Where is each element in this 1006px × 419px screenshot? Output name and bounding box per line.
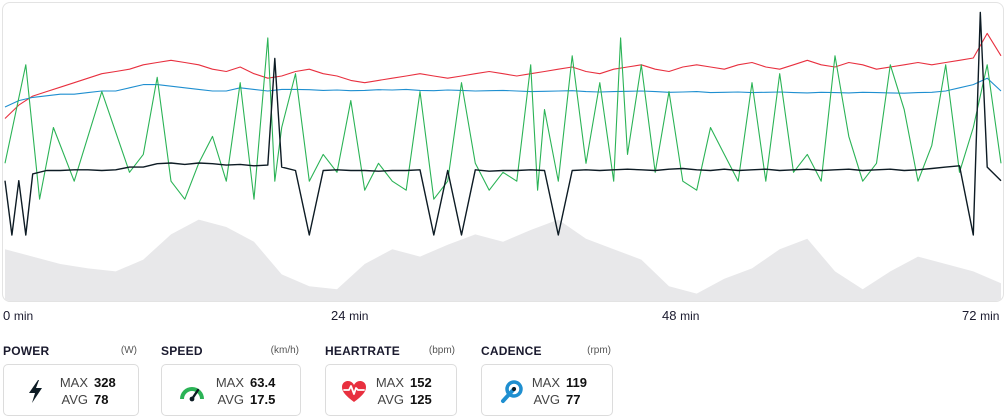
stat-power-max-value: 328 (94, 375, 116, 390)
stats-row: POWER (W) MAX 328 AVG 78 SPEED (km/h) (0, 342, 1006, 419)
stat-cadence-avg-label: AVG (533, 392, 561, 407)
stat-speed-avg-value: 17.5 (250, 392, 276, 407)
x-tick-72-value: 72 (962, 308, 977, 323)
series-elevation-area (5, 219, 1001, 301)
x-tick-48: 48 min (662, 308, 699, 323)
x-tick-0: 0 min (3, 308, 33, 323)
x-tick-24-value: 24 (331, 308, 346, 323)
x-tick-48-unit: min (680, 309, 700, 323)
series-speed-line (4, 77, 1002, 108)
activity-chart[interactable] (2, 2, 1004, 302)
stat-cadence-avg-value: 77 (566, 392, 581, 407)
x-tick-0-value: 0 (3, 308, 11, 323)
stat-heartrate-avg-value: 125 (410, 392, 432, 407)
stat-power-card[interactable]: MAX 328 AVG 78 (3, 364, 139, 416)
stat-cadence-max: MAX 119 (528, 375, 587, 390)
stat-speed-max-label: MAX (215, 375, 244, 390)
stat-power-avg: AVG 78 (56, 392, 109, 407)
stat-power-avg-label: AVG (61, 392, 89, 407)
stat-heartrate-label: HEARTRATE (325, 344, 400, 358)
stat-power-unit: (W) (120, 345, 137, 356)
stat-heartrate-avg: AVG 125 (372, 392, 432, 407)
stat-speed-label: SPEED (161, 344, 203, 358)
stat-speed-unit: (km/h) (270, 345, 299, 356)
speedometer-icon (180, 387, 204, 402)
stat-speed-avg-label: AVG (217, 392, 245, 407)
stat-cadence-label: CADENCE (481, 344, 542, 358)
stat-heartrate-unit: (bpm) (428, 345, 455, 356)
stat-speed-max: MAX 63.4 (212, 375, 275, 390)
stat-heartrate-max-value: 152 (410, 375, 432, 390)
heart-pulse-icon (342, 381, 366, 402)
x-tick-24-unit: min (349, 309, 369, 323)
x-tick-48-value: 48 (662, 308, 677, 323)
stat-power-avg-value: 78 (94, 392, 109, 407)
lightning-icon (29, 380, 42, 403)
stat-cadence-unit: (rpm) (587, 345, 611, 356)
crank-icon (501, 380, 523, 403)
stat-power-max-label: MAX (59, 375, 88, 390)
x-tick-24: 24 min (331, 308, 368, 323)
stat-cadence-max-label: MAX (531, 375, 560, 390)
series-heartrate-line (4, 32, 1002, 119)
chart-plot-area (4, 11, 1002, 301)
stat-heartrate-max: MAX 152 (372, 375, 432, 390)
stat-power-max: MAX 328 (56, 375, 116, 390)
stat-heartrate-avg-label: AVG (377, 392, 405, 407)
stat-cadence-max-value: 119 (566, 375, 587, 390)
series-power-line (4, 11, 1002, 236)
stat-heartrate-card[interactable]: MAX 152 AVG 125 (325, 364, 457, 416)
x-tick-72: 72 min (962, 308, 999, 323)
stat-speed-card[interactable]: MAX 63.4 AVG 17.5 (161, 364, 301, 416)
series-cadence-line (4, 37, 1002, 200)
stat-heartrate-max-label: MAX (375, 375, 404, 390)
x-tick-0-unit: min (13, 309, 34, 323)
stat-cadence-card[interactable]: MAX 119 AVG 77 (481, 364, 613, 416)
stat-speed-avg: AVG 17.5 (212, 392, 276, 407)
stat-power-label: POWER (3, 344, 50, 358)
stat-cadence-avg: AVG 77 (528, 392, 581, 407)
x-tick-72-unit: min (980, 309, 1000, 323)
stat-speed-max-value: 63.4 (250, 375, 276, 390)
